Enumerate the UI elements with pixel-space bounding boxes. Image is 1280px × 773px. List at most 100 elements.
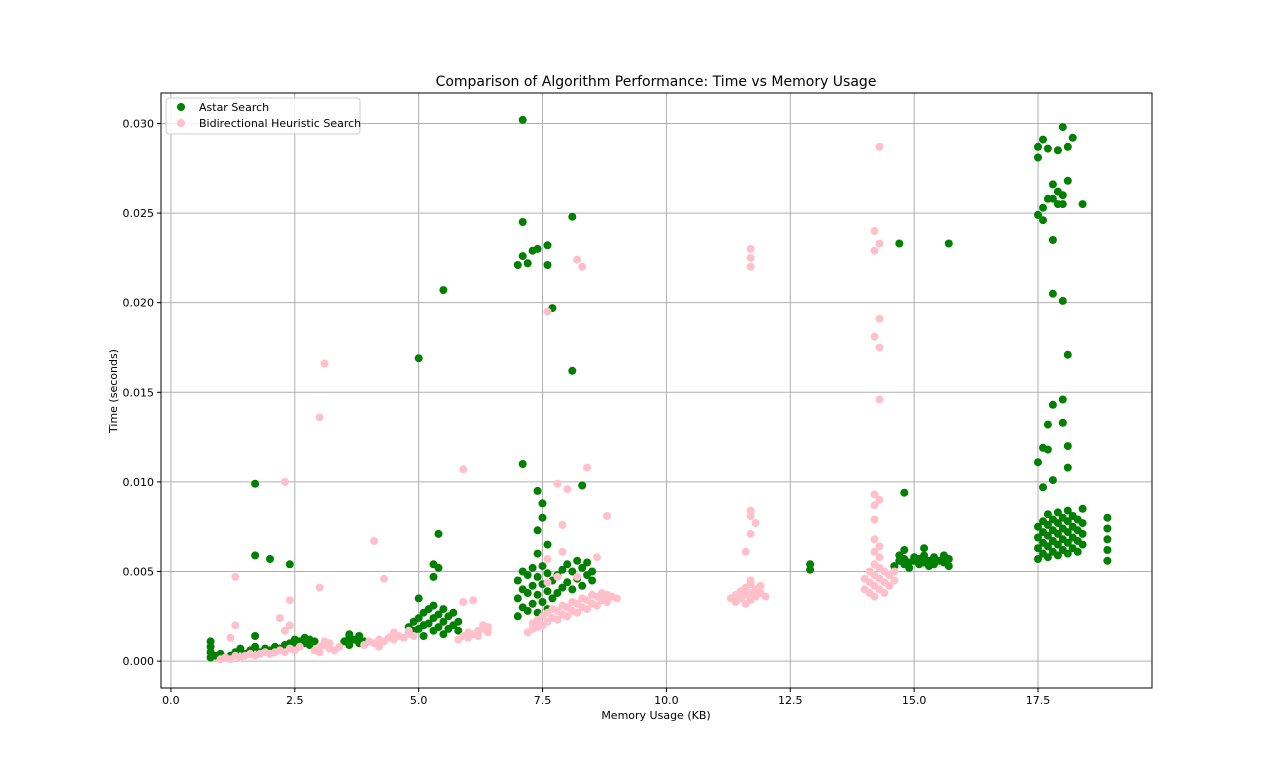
data-point — [593, 553, 601, 562]
data-point — [543, 578, 552, 587]
data-point — [528, 581, 537, 590]
x-tick-label: 17.5 — [1026, 694, 1051, 707]
data-point — [538, 562, 547, 571]
data-point — [1063, 442, 1072, 451]
data-point — [573, 556, 582, 565]
data-point — [523, 571, 532, 580]
data-point — [1078, 519, 1087, 528]
data-point — [533, 486, 542, 495]
data-point — [266, 555, 274, 563]
data-point — [533, 526, 542, 535]
data-point — [285, 560, 294, 569]
plot-area: 0.0 2.5 5.0 7.5 10.0 12.5 15.0 17.5 0.0000.0050… — [123, 92, 1153, 707]
legend-label-astar-search: Astar Search — [199, 101, 269, 114]
data-point — [543, 241, 552, 250]
data-point — [285, 596, 294, 605]
data-point — [226, 633, 235, 642]
data-point — [414, 614, 423, 623]
data-point — [870, 332, 879, 341]
y-tick-label: 0.025 — [123, 207, 155, 220]
data-point — [1103, 535, 1112, 544]
data-point — [558, 565, 567, 574]
x-axis-label: Memory Usage (KB) — [601, 709, 710, 722]
series-astar-search — [206, 115, 1112, 662]
series-bidirectional-heuristic-search — [216, 142, 899, 664]
data-point — [469, 596, 478, 605]
y-axis-label: Time (seconds) — [107, 349, 120, 434]
data-point — [746, 576, 755, 585]
data-point — [568, 366, 577, 375]
data-point — [1103, 524, 1112, 533]
x-tick-label: 2.5 — [286, 694, 304, 707]
data-point — [523, 606, 532, 615]
data-point — [518, 218, 527, 226]
data-point — [761, 592, 770, 601]
data-point — [320, 637, 329, 646]
data-point — [1039, 483, 1047, 492]
data-point — [454, 617, 463, 626]
data-point — [439, 605, 448, 614]
data-point — [890, 567, 899, 576]
data-point — [1039, 216, 1047, 225]
data-point — [1039, 203, 1047, 212]
chart-title: Comparison of Algorithm Performance: Tim… — [436, 74, 877, 90]
data-point — [1043, 553, 1052, 562]
data-point — [1053, 529, 1062, 538]
data-point — [543, 540, 552, 549]
data-point — [563, 560, 572, 569]
data-point — [573, 572, 582, 581]
legend-marker-astar-search — [177, 103, 185, 111]
data-point — [900, 546, 909, 554]
data-point — [315, 648, 324, 657]
data-point — [1078, 200, 1087, 209]
data-point — [870, 592, 879, 601]
data-point — [1039, 443, 1047, 452]
data-point — [236, 644, 245, 653]
data-point — [1058, 418, 1067, 427]
data-point — [578, 581, 587, 590]
data-point — [1058, 395, 1067, 404]
data-point — [568, 567, 577, 576]
data-point — [533, 244, 542, 253]
data-point — [920, 544, 929, 553]
data-point — [370, 537, 379, 545]
data-point — [345, 641, 354, 649]
data-point — [568, 585, 577, 594]
data-point — [751, 519, 760, 528]
data-point — [295, 642, 304, 651]
data-point — [251, 479, 260, 488]
y-tick-label: 0.005 — [123, 566, 155, 579]
data-point — [1043, 510, 1052, 519]
data-point — [513, 612, 522, 621]
data-point — [1034, 533, 1042, 542]
data-point — [548, 594, 557, 603]
data-point — [1103, 546, 1112, 554]
data-point — [900, 488, 909, 497]
data-point — [746, 512, 755, 520]
data-point — [404, 626, 413, 635]
x-tick-label: 7.5 — [534, 694, 552, 707]
x-tick-label: 5.0 — [410, 694, 428, 707]
data-point — [1034, 522, 1042, 531]
legend-label-bidirectional-heuristic-search: Bidirectional Heuristic Search — [199, 117, 361, 130]
data-point — [1053, 508, 1062, 517]
data-point — [434, 563, 443, 572]
data-point — [1078, 529, 1087, 538]
data-point — [424, 619, 433, 628]
data-point — [870, 227, 879, 235]
data-point — [1053, 551, 1062, 560]
data-point — [875, 495, 884, 504]
data-point — [285, 621, 294, 630]
data-point — [583, 605, 592, 614]
data-point — [875, 395, 884, 404]
data-point — [746, 253, 755, 262]
data-point — [741, 547, 750, 556]
data-point — [533, 590, 542, 599]
data-point — [419, 632, 428, 640]
data-point — [518, 460, 527, 468]
data-point — [875, 239, 884, 248]
data-point — [434, 610, 443, 619]
data-point — [1048, 194, 1057, 203]
data-point — [251, 642, 260, 651]
y-tick-label: 0.020 — [123, 297, 155, 310]
